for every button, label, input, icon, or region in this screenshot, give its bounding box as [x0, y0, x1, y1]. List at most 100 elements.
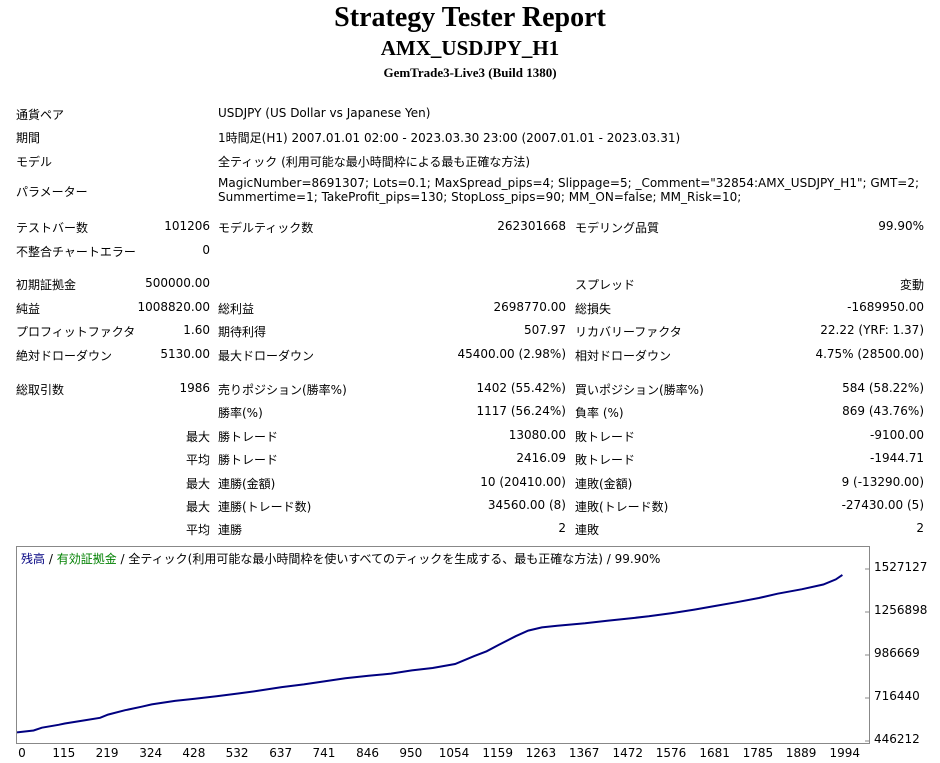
consec-win-amt-label: 連勝(金額) — [218, 477, 276, 491]
trades-value: 1986 — [179, 381, 210, 395]
long-label: 買いポジション(勝率%) — [575, 383, 704, 397]
errors-label: 不整合チャートエラー — [16, 245, 136, 259]
y-tick-label: 986669 — [874, 646, 920, 660]
y-tick-label: 1527127 — [874, 560, 928, 574]
avg-consec-loss-label: 連敗 — [575, 523, 600, 537]
ticks-value: 262301668 — [497, 219, 566, 233]
spread-label: スプレッド — [575, 278, 636, 292]
lossrate-label: 負率 (%) — [575, 406, 624, 420]
legend-balance: 残高 — [21, 552, 46, 566]
winrate-value: 1117 (56.24%) — [476, 404, 566, 418]
legend-equity: 有効証拠金 — [56, 552, 117, 566]
x-tick-label: 1785 — [742, 746, 774, 760]
pair-label: 通貨ペア — [16, 108, 65, 122]
x-tick-label: 950 — [399, 746, 423, 760]
x-tick-label: 219 — [95, 746, 119, 760]
report-title: Strategy Tester Report — [334, 2, 606, 33]
abs-dd-label: 絶対ドローダウン — [16, 349, 113, 363]
quality-label: モデリング品質 — [575, 221, 660, 235]
x-tick-label: 1367 — [568, 746, 600, 760]
max-loss-label: 敗トレード — [575, 430, 636, 444]
net-label: 純益 — [16, 302, 41, 316]
consec-win-amt-value: 10 (20410.00) — [480, 475, 566, 489]
legend-rest: / 全ティック(利用可能な最小時間枠を使いすべてのティックを生成する、最も正確な… — [116, 552, 661, 566]
x-tick-label: 741 — [312, 746, 336, 760]
x-tick-label: 1576 — [655, 746, 687, 760]
short-label: 売りポジション(勝率%) — [218, 383, 347, 397]
bars-label: テストバー数 — [16, 221, 89, 235]
max-dd-value: 45400.00 (2.98%) — [457, 347, 566, 361]
y-tick-label: 446212 — [874, 732, 920, 746]
lossrate-value: 869 (43.76%) — [842, 404, 924, 418]
x-tick-label: 1054 — [438, 746, 470, 760]
expected-value: 507.97 — [524, 323, 566, 337]
report-server: GemTrade3-Live3 (Build 1380) — [383, 65, 557, 80]
x-tick-label: 1889 — [785, 746, 817, 760]
params-line2: Summertime=1; TakeProfit_pips=130; StopL… — [218, 190, 742, 204]
y-tick-label: 716440 — [874, 689, 920, 703]
x-tick-label: 532 — [225, 746, 249, 760]
pf-value: 1.60 — [183, 323, 210, 337]
x-tick-label: 1681 — [699, 746, 730, 760]
bars-value: 101206 — [164, 219, 210, 233]
x-tick-label: 1472 — [612, 746, 644, 760]
ticks-label: モデルティック数 — [218, 221, 314, 235]
balance-plot — [17, 568, 869, 742]
x-tick-label: 637 — [269, 746, 293, 760]
recovery-value: 22.22 (YRF: 1.37) — [820, 323, 924, 337]
net-value: 1008820.00 — [137, 300, 210, 314]
report-symbol: AMX_USDJPY_H1 — [380, 36, 560, 60]
consec-loss-amt-label: 連敗(金額) — [575, 477, 633, 491]
params-line1: MagicNumber=8691307; Lots=0.1; MaxSpread… — [218, 176, 920, 190]
balance-line — [17, 574, 843, 734]
max-dd-label: 最大ドローダウン — [218, 349, 315, 363]
pair-value: USDJPY (US Dollar vs Japanese Yen) — [218, 106, 431, 120]
short-value: 1402 (55.42%) — [476, 381, 566, 395]
x-tick-label: 115 — [52, 746, 76, 760]
gross-profit-value: 2698770.00 — [493, 300, 566, 314]
params-label: パラメーター — [16, 185, 88, 199]
rel-dd-label: 相対ドローダウン — [575, 349, 672, 363]
model-value: 全ティック (利用可能な最小時間枠による最も正確な方法) — [218, 155, 531, 169]
gross-loss-value: -1689950.00 — [847, 300, 924, 314]
period-label: 期間 — [16, 131, 41, 145]
trades-label: 総取引数 — [16, 383, 65, 397]
x-tick-label: 1159 — [482, 746, 513, 760]
deposit-label: 初期証拠金 — [16, 278, 77, 292]
pf-label: プロフィットファクタ — [16, 325, 136, 339]
max-loss-value: -9100.00 — [870, 428, 924, 442]
avg-loss-label: 敗トレード — [575, 453, 636, 467]
x-tick-label: 1994 — [829, 746, 860, 760]
deposit-value: 500000.00 — [145, 276, 210, 290]
winrate-label: 勝率(%) — [218, 406, 263, 420]
x-tick-label: 846 — [356, 746, 380, 760]
avg-loss-value: -1944.71 — [870, 451, 924, 465]
max-label-3: 最大 — [185, 500, 210, 514]
long-value: 584 (58.22%) — [842, 381, 924, 395]
model-label: モデル — [16, 155, 53, 169]
max-win-value: 13080.00 — [508, 428, 566, 442]
avg-consec-loss-value: 2 — [916, 521, 924, 535]
avg-label-2: 平均 — [185, 523, 210, 537]
chart-legend: 残高 / 有効証拠金 / 全ティック(利用可能な最小時間枠を使いすべてのティック… — [21, 550, 660, 567]
quality-value: 99.90% — [878, 219, 924, 233]
avg-label-1: 平均 — [185, 453, 210, 467]
max-label-2: 最大 — [185, 477, 210, 491]
consec-win-cnt-value: 34560.00 (8) — [487, 498, 566, 512]
y-tick-label: 1256898 — [874, 603, 928, 617]
expected-label: 期待利得 — [218, 325, 267, 339]
avg-win-label: 勝トレード — [218, 453, 279, 467]
recovery-label: リカバリーファクタ — [575, 325, 682, 339]
period-value: 1時間足(H1) 2007.01.01 02:00 - 2023.03.30 2… — [218, 131, 681, 145]
consec-loss-amt-value: 9 (-13290.00) — [841, 475, 924, 489]
max-win-label: 勝トレード — [218, 430, 279, 444]
legend-sep: / — [45, 552, 57, 566]
gross-profit-label: 総利益 — [218, 302, 255, 316]
rel-dd-value: 4.75% (28500.00) — [815, 347, 924, 361]
gross-loss-label: 総損失 — [575, 302, 612, 316]
consec-win-cnt-label: 連勝(トレード数) — [218, 500, 312, 514]
errors-value: 0 — [202, 243, 210, 257]
balance-chart: 残高 / 有効証拠金 / 全ティック(利用可能な最小時間枠を使いすべてのティック… — [16, 546, 870, 744]
x-tick-label: 0 — [18, 746, 26, 760]
max-label-1: 最大 — [185, 430, 210, 444]
